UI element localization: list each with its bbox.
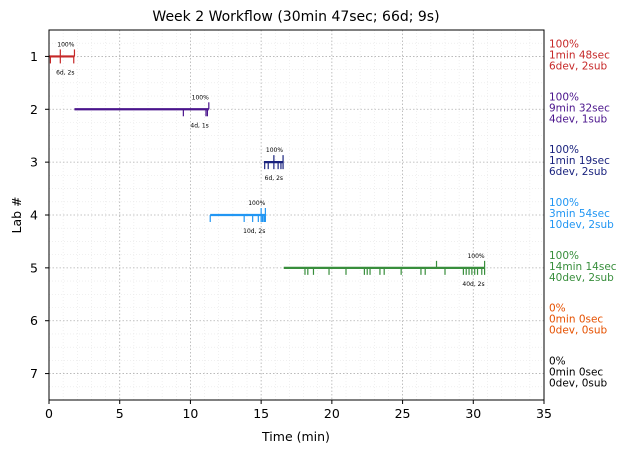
y-tick-label: 5 [30, 260, 38, 275]
y-tick-label: 3 [30, 155, 38, 170]
x-tick-label: 35 [536, 406, 552, 421]
x-tick-label: 10 [182, 406, 198, 421]
lab-3-side-line: 100% [549, 144, 579, 156]
lab-3-pct-label: 100% [266, 147, 283, 154]
y-tick-label: 1 [30, 49, 38, 64]
lab-5-side-line: 40dev, 2sub [549, 272, 614, 284]
lab-7-side-line: 0dev, 0sub [549, 378, 608, 390]
lab-3-count-label: 6d, 2s [265, 175, 283, 182]
y-axis-ticks: 1 2 3 4 5 6 7 [30, 49, 49, 381]
chart-title: Week 2 Workflow (30min 47sec; 66d; 9s) [152, 9, 439, 25]
lab-4-side-line: 3min 54sec [549, 208, 610, 220]
lab-7-side-line: 0% [549, 356, 566, 368]
x-tick-label: 5 [116, 406, 124, 421]
lab-5-timeline: 100% 40d, 2s [283, 253, 486, 288]
lab-2-pct-label: 100% [192, 94, 209, 101]
lab-1-side-line: 6dev, 2sub [549, 60, 608, 72]
x-tick-label: 30 [465, 406, 481, 421]
lab-1-timeline: 100% 6d, 2s [49, 41, 76, 76]
y-tick-label: 6 [30, 313, 38, 328]
lab-5-pct-label: 100% [467, 253, 484, 260]
lab-4-timeline: 100% 10d, 2s [209, 200, 266, 235]
y-tick-label: 4 [30, 208, 38, 223]
lab-2-side-line: 9min 32sec [549, 102, 610, 114]
lab-3-side-line: 6dev, 2sub [549, 166, 608, 178]
grid [48, 30, 545, 400]
lab-3-timeline: 100% 6d, 2s [263, 147, 284, 182]
x-tick-label: 25 [395, 406, 411, 421]
y-tick-label: 2 [30, 102, 38, 117]
lab-3-side-line: 1min 19sec [549, 155, 610, 167]
lab-6-side-line: 0min 0sec [549, 314, 603, 326]
lab-6-side-line: 0dev, 0sub [549, 325, 608, 337]
lab-1-side-line: 100% [549, 38, 579, 50]
lab-4-pct-label: 100% [248, 200, 265, 207]
lab-1-count-label: 6d, 2s [56, 69, 74, 76]
lab-4-side-line: 100% [549, 197, 579, 209]
x-tick-label: 15 [253, 406, 269, 421]
lab-1-pct-label: 100% [57, 41, 74, 48]
lab-5-side-line: 14min 14sec [549, 261, 617, 273]
x-tick-label: 20 [324, 406, 340, 421]
plot-marks: 100% 6d, 2s 100% 4d, 1s 100% 6d, 2s 100% 10d, 2… [49, 41, 486, 288]
y-axis-label: Lab # [9, 196, 24, 233]
lab-6-side-line: 0% [549, 303, 566, 315]
lab-2-timeline: 100% 4d, 1s [74, 94, 210, 129]
y-tick-label: 7 [30, 366, 38, 381]
plot-frame [48, 29, 545, 401]
x-axis-ticks: 0 5 10 15 20 25 30 35 [45, 400, 552, 421]
x-axis-label: Time (min) [261, 429, 330, 444]
lab-2-side-line: 4dev, 1sub [549, 113, 608, 125]
lab-2-side-line: 100% [549, 91, 579, 103]
lab-4-side-line: 10dev, 2sub [549, 219, 614, 231]
lab-5-count-label: 40d, 2s [462, 281, 484, 288]
lab-4-count-label: 10d, 2s [243, 228, 265, 235]
lab-7-side-line: 0min 0sec [549, 367, 603, 379]
lab-5-side-line: 100% [549, 250, 579, 262]
x-tick-label: 0 [45, 406, 53, 421]
lab-1-side-line: 1min 48sec [549, 49, 610, 61]
lab-2-count-label: 4d, 1s [190, 122, 208, 129]
